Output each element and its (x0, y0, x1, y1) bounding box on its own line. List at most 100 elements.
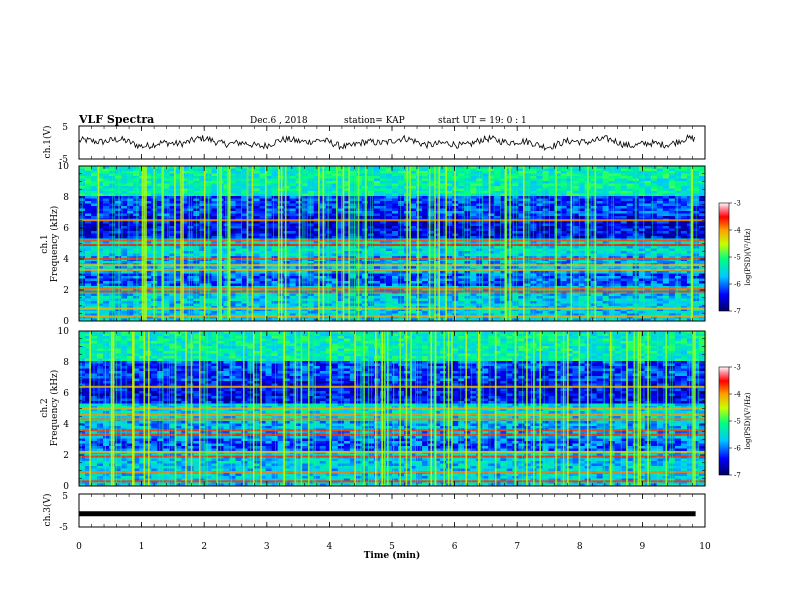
spectrogram-cell (602, 248, 609, 252)
spectrogram-cell (422, 208, 429, 212)
spectrogram-cell (241, 246, 248, 249)
spectrogram-cell (169, 276, 176, 279)
spectrogram-cell (97, 171, 104, 174)
spectrogram-cell (307, 213, 315, 217)
spectrogram-cell (385, 228, 393, 232)
spectrogram-cell (175, 246, 182, 249)
spectrogram-cell (163, 193, 170, 197)
spectrogram-cell (247, 266, 254, 269)
spectrogram-cell (235, 278, 242, 282)
spectrogram-cell (247, 283, 254, 287)
spectrogram-cell (482, 201, 489, 204)
spectrogram-cell (91, 211, 98, 214)
spectrogram-cell (596, 213, 603, 217)
spectrogram-cell (331, 166, 339, 169)
spectrogram-cell (103, 278, 110, 282)
spectrogram-cell (259, 186, 266, 189)
spectrogram-cell (121, 171, 128, 174)
spectrogram-cell (271, 278, 278, 282)
spectrogram-cell (325, 261, 333, 264)
spectrogram-cell (187, 228, 194, 232)
spectrogram-cell (698, 248, 706, 252)
spectrogram-cell (602, 278, 609, 282)
spectrogram-cell (488, 233, 495, 237)
spectrogram-cell (668, 248, 676, 252)
spectrogram-cell (416, 193, 423, 197)
spectrogram-cell (626, 221, 634, 224)
spectrogram-cell (650, 216, 658, 219)
spectrogram-cell (379, 228, 387, 232)
spectrogram-cell (578, 241, 585, 244)
spectrogram-cell (410, 183, 417, 187)
spectrogram-cell (121, 231, 128, 234)
spectrogram-cell (644, 223, 652, 227)
spectrogram-cell (650, 251, 658, 254)
spectrogram-cell (283, 233, 290, 237)
spectrogram-cell (277, 181, 284, 184)
spectrogram-cell (385, 273, 393, 277)
spectrogram-cell (626, 231, 634, 234)
spectrogram-cell (440, 271, 447, 274)
spectrogram-cell (572, 178, 579, 182)
spectrogram-cell (199, 231, 206, 234)
spectrogram-cell (656, 261, 664, 264)
spectrogram-cell (620, 271, 628, 274)
spectrogram-cell (385, 276, 393, 279)
spectrogram-cell (373, 178, 381, 182)
spectrogram-cell (379, 253, 387, 257)
spectrogram-cell (145, 253, 152, 257)
spectrogram-cell (97, 198, 104, 202)
spectrogram-cell (560, 221, 567, 224)
spectrogram-cell (644, 211, 652, 214)
spectrogram-cell (680, 216, 688, 219)
spectrogram-cell (277, 253, 284, 257)
spectrogram-cell (512, 196, 519, 199)
spectrogram-cell (163, 271, 170, 274)
spectrogram-cell (680, 211, 688, 214)
spectrogram-cell (428, 266, 435, 269)
spectrogram-cell (566, 241, 573, 244)
spectrogram-cell (121, 251, 128, 254)
spectrogram-cell (313, 281, 321, 284)
spectrogram-cell (97, 273, 104, 277)
spectrogram-cell (626, 233, 634, 237)
spectrogram-cell (470, 241, 477, 244)
spectrogram-cell (560, 236, 567, 239)
spectrogram-cell (289, 231, 296, 234)
spectrogram-cell (518, 201, 525, 204)
spectrogram-cell (650, 221, 658, 224)
spectrogram-cell (253, 226, 260, 229)
spectrogram-cell (578, 256, 585, 259)
spectrogram-cell (542, 188, 549, 192)
spectrogram-cell (187, 191, 194, 194)
spectrogram-cell (644, 226, 652, 229)
spectrogram-cell (259, 261, 266, 264)
spectrogram-cell (416, 273, 423, 277)
spectrogram-cell (440, 191, 447, 194)
spectrogram-cell (524, 193, 531, 197)
spectrogram-cell (187, 241, 194, 244)
spectrogram-cell (458, 271, 465, 274)
spectrogram-cell (548, 251, 555, 254)
spectrogram-cell (518, 216, 525, 219)
spectrogram-cell (253, 198, 260, 202)
spectrogram-cell (488, 281, 495, 284)
spectrogram-cell (367, 266, 375, 269)
spectrogram-cell (560, 281, 567, 284)
spectrogram-cell (187, 168, 194, 172)
spectrogram-cell (235, 216, 242, 219)
spectrogram-cell (698, 166, 706, 169)
spectrogram-cell (157, 166, 164, 169)
spectrogram-cell (157, 203, 164, 207)
spectrogram-cell (241, 233, 248, 237)
spectrogram-cell (512, 236, 519, 239)
spectrogram-cell (542, 216, 549, 219)
spectrogram-cell (518, 168, 525, 172)
spectrogram-cell (596, 203, 603, 207)
spectrogram-cell (656, 226, 664, 229)
spectrogram-cell (698, 253, 706, 257)
spectrogram-cell (596, 236, 603, 239)
spectrogram-cell (307, 188, 315, 192)
spectrogram-cell (548, 196, 555, 199)
